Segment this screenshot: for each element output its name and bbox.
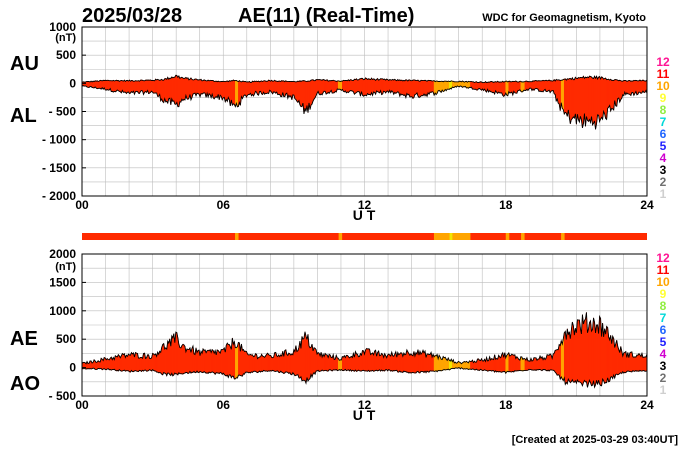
y-tick-label: - 2000 (42, 189, 76, 203)
ao-label: AO (10, 373, 40, 395)
ae-ao-x-ticks: 00 06 12 18 24 (75, 398, 654, 412)
coverage-segment-level-11 (82, 233, 647, 240)
au-al-xlabel: U T (353, 207, 376, 223)
au-al-lines (81, 74, 648, 130)
station-coverage-bar (82, 233, 647, 240)
station-level-8: 8 (660, 103, 667, 117)
station-level-7: 7 (660, 115, 667, 129)
coverage-segment-level-10 (505, 233, 510, 240)
x-tick-label: 12 (358, 198, 372, 212)
coverage-segment-level-10 (235, 233, 239, 240)
coverage-segment-level-10 (521, 233, 525, 240)
ae-ao-y-ticks: 2000 1500 1000 500 0 - 500 (49, 247, 86, 403)
coverage-segment-level-10 (338, 233, 343, 240)
x-tick-label: 24 (640, 198, 654, 212)
al-label: AL (10, 105, 37, 127)
station-level-11: 11 (657, 263, 670, 277)
ae-ao-lines (81, 312, 648, 389)
y-tick-label: 0 (69, 76, 76, 90)
chart-title: AE(11) (Real-Time) (238, 5, 414, 27)
station-level-10: 10 (656, 275, 670, 289)
al-line (81, 85, 648, 130)
y-tick-label: - 500 (49, 105, 77, 119)
y-tick-label: 1000 (49, 20, 76, 34)
chart-date: 2025/03/28 (82, 5, 182, 27)
station-level-4: 4 (660, 151, 667, 165)
y-tick-label: 1500 (49, 275, 76, 289)
coverage-segment-level-9 (449, 233, 453, 240)
station-level-2: 2 (660, 175, 667, 189)
x-tick-label: 12 (358, 398, 372, 412)
created-timestamp: [Created at 2025-03-29 03:40UT] (512, 434, 679, 446)
au-line (81, 74, 648, 84)
y-tick-label: 2000 (49, 247, 76, 261)
au-al-grid (82, 27, 647, 196)
station-level-3: 3 (660, 359, 667, 373)
source-label: WDC for Geomagnetism, Kyoto (482, 12, 646, 24)
x-tick-label: 06 (217, 398, 231, 412)
x-tick-label: 00 (75, 198, 89, 212)
y-tick-label: - 1500 (42, 161, 76, 175)
station-level-6: 6 (660, 323, 667, 337)
y-tick-label: - 500 (49, 389, 77, 403)
ae-ao-unit: (nT) (55, 261, 76, 273)
x-tick-label: 24 (640, 398, 654, 412)
ao-line (81, 367, 648, 389)
y-tick-label: 500 (56, 332, 76, 346)
station-level-9: 9 (660, 91, 667, 105)
station-level-5: 5 (660, 335, 667, 349)
station-level-3: 3 (660, 163, 667, 177)
y-tick-label: - 1000 (42, 133, 76, 147)
station-level-1: 1 (660, 187, 667, 201)
station-level-2: 2 (660, 371, 667, 385)
station-level-12: 12 (656, 251, 670, 265)
x-tick-label: 00 (75, 398, 89, 412)
au-label: AU (10, 53, 39, 75)
station-level-7: 7 (660, 311, 667, 325)
x-tick-label: 06 (217, 198, 231, 212)
au-al-unit: (nT) (55, 32, 76, 44)
ae-line (81, 312, 648, 365)
station-level-5: 5 (660, 139, 667, 153)
y-tick-label: 500 (56, 48, 76, 62)
station-level-12: 12 (656, 55, 670, 69)
ae-label: AE (10, 328, 38, 350)
coverage-segment-level-10 (452, 233, 471, 240)
station-level-4: 4 (660, 347, 667, 361)
station-level-11: 11 (657, 67, 670, 81)
station-level-1: 1 (660, 383, 667, 397)
au-al-y-ticks: 1000 500 0 - 500 - 1000 - 1500 - 2000 (42, 20, 86, 203)
x-tick-label: 18 (499, 198, 513, 212)
x-tick-label: 18 (499, 398, 513, 412)
coverage-segment-level-10 (561, 233, 565, 240)
station-level-6: 6 (660, 127, 667, 141)
station-level-10: 10 (656, 79, 670, 93)
ae-ao-frame (81, 253, 648, 397)
station-level-9: 9 (660, 287, 667, 301)
ae-ao-xlabel: U T (353, 407, 376, 423)
station-level-8: 8 (660, 299, 667, 313)
y-tick-label: 0 (69, 361, 76, 375)
au-al-x-ticks: 00 06 12 18 24 (75, 198, 654, 212)
coverage-segment-level-10 (433, 233, 450, 240)
y-tick-label: 1000 (49, 304, 76, 318)
